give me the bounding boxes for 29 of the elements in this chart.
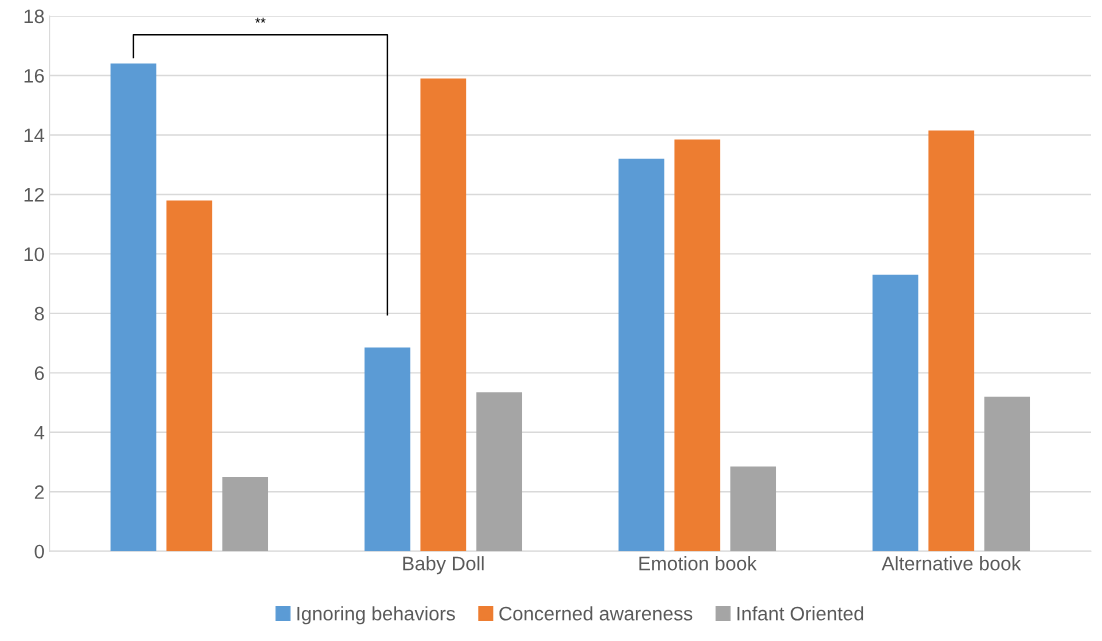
bar: [928, 130, 975, 552]
y-tick-label: 0: [34, 544, 44, 559]
bar: [476, 392, 523, 552]
legend-label: Ignoring behaviors: [297, 606, 455, 625]
y-tick-label: 14: [24, 128, 45, 143]
annotation: **: [255, 17, 266, 23]
y-tick-label: 18: [24, 9, 44, 24]
y-tick-label: 16: [24, 68, 44, 83]
y-tick-label: 6: [34, 366, 44, 381]
bar: [364, 347, 411, 552]
x-tick-label: Alternative book: [881, 556, 1022, 571]
y-tick-label: 8: [34, 306, 44, 321]
bar: [674, 139, 721, 552]
y-tick-label: 2: [34, 485, 44, 499]
x-tick-label: Emotion book: [639, 556, 757, 571]
bar: [984, 396, 1031, 552]
bar: [730, 466, 777, 552]
legend-label: Concerned awareness: [499, 606, 693, 621]
bar: [166, 200, 213, 552]
bar: [420, 78, 467, 552]
x-tick-label: Baby Doll: [403, 556, 484, 575]
y-tick-label: 4: [34, 425, 45, 440]
y-tick-label: 12: [24, 187, 44, 202]
bar: [872, 274, 919, 552]
bar: [222, 476, 269, 552]
bar: [618, 158, 665, 552]
legend-label: Infant Oriented: [737, 606, 864, 621]
bar: [110, 63, 157, 552]
y-tick-label: 10: [24, 247, 44, 262]
